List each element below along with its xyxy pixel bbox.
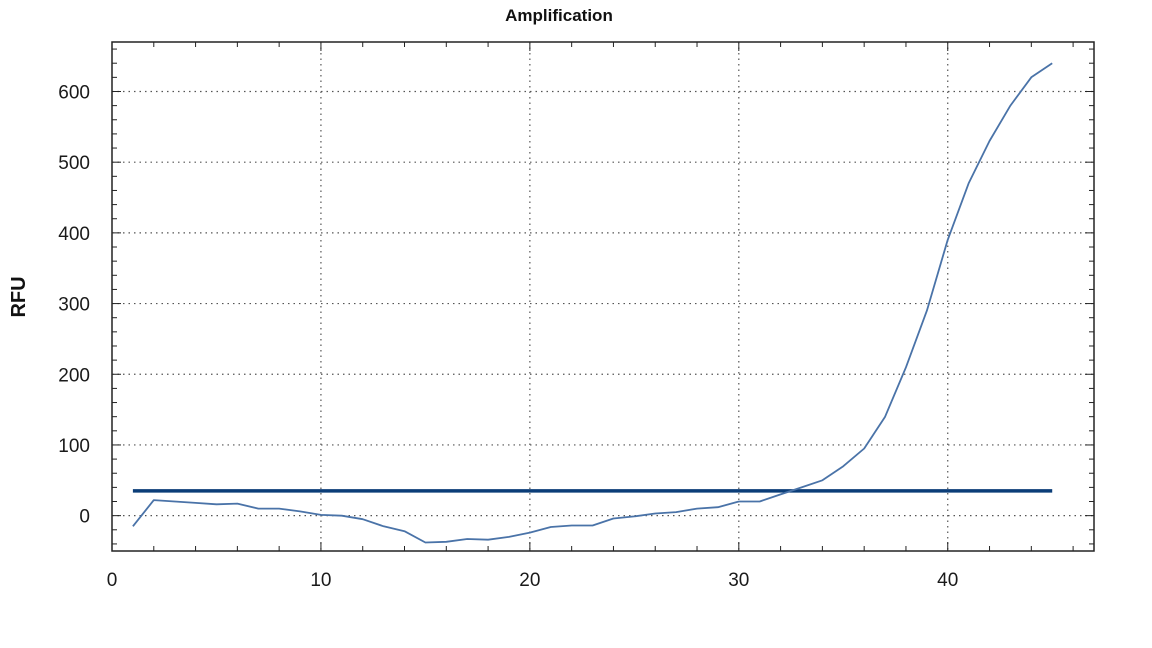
data-point <box>884 416 886 418</box>
chart-title: Amplification <box>505 6 613 25</box>
data-point <box>717 506 719 508</box>
y-axis-title: RFU <box>8 276 30 317</box>
data-point <box>1030 76 1032 78</box>
data-point <box>550 526 552 528</box>
data-point <box>278 508 280 510</box>
data-point <box>174 501 176 503</box>
x-tick-labels: 0 10 20 30 40 <box>107 570 959 591</box>
data-point <box>466 538 468 540</box>
data-point <box>487 539 489 541</box>
data-point <box>800 486 802 488</box>
data-point <box>1051 62 1053 64</box>
data-point <box>257 508 259 510</box>
data-point <box>445 541 447 543</box>
data-point <box>968 182 970 184</box>
data-point <box>215 503 217 505</box>
data-points <box>132 62 1053 543</box>
y-tick-label: 500 <box>58 153 90 174</box>
data-point <box>341 515 343 517</box>
data-point <box>738 501 740 503</box>
y-tick-label: 300 <box>58 295 90 316</box>
data-point <box>1009 105 1011 107</box>
data-point <box>132 525 134 527</box>
x-tick-label: 20 <box>519 570 540 591</box>
data-point <box>675 511 677 513</box>
data-point <box>236 503 238 505</box>
data-point <box>404 530 406 532</box>
data-point <box>299 510 301 512</box>
x-tick-label: 0 <box>107 570 118 591</box>
data-point <box>759 501 761 503</box>
y-tick-label: 200 <box>58 365 90 386</box>
data-point <box>863 447 865 449</box>
data-point <box>905 366 907 368</box>
amplification-curve <box>132 62 1053 544</box>
axis-ticks <box>111 42 1094 551</box>
data-point <box>362 518 364 520</box>
data-point <box>989 140 991 142</box>
data-point <box>571 525 573 527</box>
y-tick-label: 0 <box>79 507 90 528</box>
data-point <box>654 513 656 515</box>
x-tick-label: 10 <box>310 570 331 591</box>
data-point <box>320 514 322 516</box>
data-point <box>696 508 698 510</box>
y-tick-label: 600 <box>58 82 90 103</box>
data-point <box>529 532 531 534</box>
data-point <box>947 239 949 241</box>
y-tick-label: 400 <box>58 224 90 245</box>
data-point <box>612 517 614 519</box>
data-point <box>195 502 197 504</box>
x-tick-label: 40 <box>937 570 958 591</box>
data-point <box>633 515 635 517</box>
plot-frame <box>111 41 1095 552</box>
x-tick-label: 30 <box>728 570 749 591</box>
series-group <box>132 62 1053 544</box>
data-point <box>383 525 385 527</box>
data-point <box>592 525 594 527</box>
y-tick-labels: 0 100 200 300 400 500 600 <box>58 82 90 527</box>
data-point <box>508 536 510 538</box>
data-point <box>780 493 782 495</box>
data-point <box>424 542 426 544</box>
y-tick-label: 100 <box>58 436 90 457</box>
data-point <box>926 310 928 312</box>
data-point <box>153 499 155 501</box>
grid-lines <box>112 42 1094 551</box>
data-point <box>842 465 844 467</box>
data-point <box>821 479 823 481</box>
